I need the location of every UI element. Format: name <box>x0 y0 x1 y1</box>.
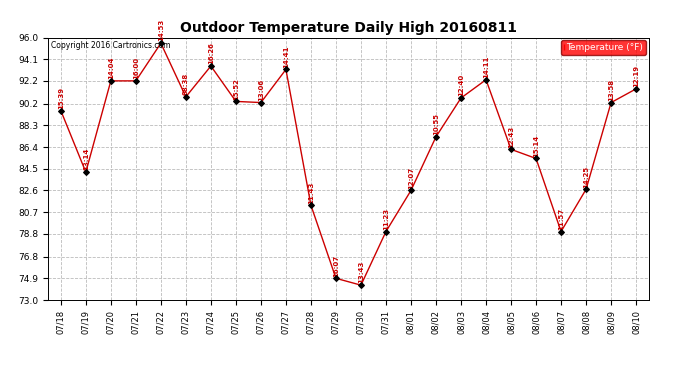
Point <box>431 134 442 140</box>
Text: 16:07: 16:07 <box>333 255 339 277</box>
Point <box>106 78 117 84</box>
Text: 14:11: 14:11 <box>483 56 489 78</box>
Point <box>206 63 217 69</box>
Text: Copyright 2016 Cartronics.com: Copyright 2016 Cartronics.com <box>51 42 171 51</box>
Text: 14:53: 14:53 <box>158 19 164 42</box>
Text: 14:25: 14:25 <box>583 165 589 188</box>
Point <box>606 99 617 105</box>
Point <box>480 77 491 83</box>
Point <box>130 78 141 84</box>
Text: 12:43: 12:43 <box>508 125 514 148</box>
Text: 13:14: 13:14 <box>83 148 89 171</box>
Point <box>355 282 366 288</box>
Point <box>280 66 291 72</box>
Point <box>580 186 591 192</box>
Point <box>255 99 266 105</box>
Text: 15:14: 15:14 <box>533 135 539 157</box>
Point <box>631 86 642 92</box>
Text: 12:19: 12:19 <box>633 65 639 87</box>
Point <box>55 108 66 114</box>
Text: 13:06: 13:06 <box>258 79 264 101</box>
Text: 13:58: 13:58 <box>608 79 614 101</box>
Point <box>80 169 91 175</box>
Point <box>506 146 517 152</box>
Point <box>455 95 466 101</box>
Point <box>180 94 191 100</box>
Text: 10:55: 10:55 <box>433 113 439 135</box>
Text: 11:23: 11:23 <box>383 208 389 230</box>
Text: 14:41: 14:41 <box>283 45 289 68</box>
Text: 15:52: 15:52 <box>233 78 239 100</box>
Text: 12:07: 12:07 <box>408 166 414 189</box>
Text: 16:26: 16:26 <box>208 42 214 64</box>
Point <box>230 98 241 104</box>
Text: 12:40: 12:40 <box>458 74 464 96</box>
Text: 14:04: 14:04 <box>108 57 114 79</box>
Text: 11:57: 11:57 <box>558 208 564 230</box>
Text: 13:43: 13:43 <box>358 261 364 284</box>
Text: 16:00: 16:00 <box>133 57 139 79</box>
Text: 15:39: 15:39 <box>58 87 63 109</box>
Point <box>555 228 566 234</box>
Point <box>406 188 417 194</box>
Legend: Temperature (°F): Temperature (°F) <box>561 40 646 55</box>
Text: 11:43: 11:43 <box>308 181 314 204</box>
Title: Outdoor Temperature Daily High 20160811: Outdoor Temperature Daily High 20160811 <box>180 21 517 35</box>
Point <box>331 275 342 281</box>
Point <box>155 40 166 46</box>
Text: 08:38: 08:38 <box>183 73 189 95</box>
Point <box>531 156 542 162</box>
Point <box>306 202 317 208</box>
Point <box>380 228 391 234</box>
